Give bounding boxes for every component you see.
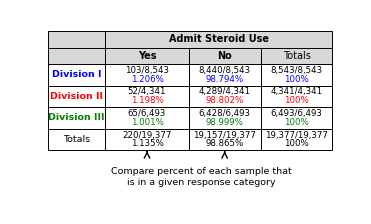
Text: 8,543/8,543: 8,543/8,543 [270,66,322,75]
Bar [105,31,332,47]
Bar [189,107,260,129]
Text: 1.206%: 1.206% [131,75,164,84]
Text: 6,428/6,493: 6,428/6,493 [198,109,251,118]
Text: No: No [217,51,232,61]
Bar [189,64,260,86]
Text: 52/4,341: 52/4,341 [128,88,166,97]
Bar [105,86,189,107]
Text: 6,493/6,493: 6,493/6,493 [270,109,322,118]
Text: 6,493/6,493: 6,493/6,493 [270,109,322,118]
Bar [105,107,189,129]
Bar [48,31,105,47]
Text: Totals: Totals [283,51,311,61]
Text: 52/4,341: 52/4,341 [128,88,166,97]
Text: 8,543/8,543: 8,543/8,543 [270,66,322,75]
Text: 6,428/6,493: 6,428/6,493 [198,109,251,118]
Text: 4,341/4,341: 4,341/4,341 [270,88,322,97]
Bar [48,47,105,64]
Bar [260,47,332,64]
Bar [260,129,332,150]
Text: Yes: Yes [138,51,156,61]
Bar [48,107,105,129]
Text: 19,157/19,377: 19,157/19,377 [193,131,256,140]
Bar [48,86,105,107]
Bar [105,47,189,64]
Text: 100%: 100% [284,96,309,105]
Bar [105,64,189,86]
Text: 98.865%: 98.865% [206,139,244,148]
Text: 8,440/8,543: 8,440/8,543 [198,66,251,75]
Text: 4,341/4,341: 4,341/4,341 [270,88,322,97]
Text: 6,493/6,493: 6,493/6,493 [270,109,322,118]
Text: 4,341/4,341: 4,341/4,341 [270,88,322,97]
Bar [260,64,332,86]
Text: Compare percent of each sample that
is in a given response category: Compare percent of each sample that is i… [111,167,292,187]
Bar [260,86,332,107]
Text: 65/6,493: 65/6,493 [128,109,166,118]
Text: 100%: 100% [284,118,309,127]
Text: 4,289/4,341: 4,289/4,341 [198,88,251,97]
Text: 52/4,341: 52/4,341 [128,88,166,97]
Text: 65/6,493: 65/6,493 [128,109,166,118]
Text: 1.198%: 1.198% [131,96,163,105]
Text: Division II: Division II [50,92,103,101]
Text: 8,440/8,543: 8,440/8,543 [198,66,251,75]
Bar [48,64,105,86]
Text: 100%: 100% [284,139,309,148]
Bar [260,107,332,129]
Text: 1.001%: 1.001% [131,118,164,127]
Text: 4,289/4,341: 4,289/4,341 [198,88,251,97]
Text: 8,440/8,543: 8,440/8,543 [198,66,251,75]
Text: 98.802%: 98.802% [206,96,244,105]
Text: 103/8,543: 103/8,543 [125,66,169,75]
Text: 103/8,543: 103/8,543 [125,66,169,75]
Text: 98.794%: 98.794% [206,75,244,84]
Text: 8,543/8,543: 8,543/8,543 [270,66,322,75]
Text: Division I: Division I [52,70,101,79]
Bar [105,129,189,150]
Text: 103/8,543: 103/8,543 [125,66,169,75]
Text: 4,289/4,341: 4,289/4,341 [198,88,251,97]
Text: Admit Steroid Use: Admit Steroid Use [169,34,269,44]
Text: Division III: Division III [48,113,105,122]
Bar [189,86,260,107]
Text: 19,377/19,377: 19,377/19,377 [265,131,328,140]
Bar [48,129,105,150]
Text: 65/6,493: 65/6,493 [128,109,166,118]
Text: 100%: 100% [284,75,309,84]
Text: Totals: Totals [63,135,90,144]
Text: 98.999%: 98.999% [206,118,244,127]
Bar [189,47,260,64]
Text: 6,428/6,493: 6,428/6,493 [198,109,251,118]
Text: 1.135%: 1.135% [131,139,164,148]
Text: 220/19,377: 220/19,377 [122,131,172,140]
Bar [189,129,260,150]
